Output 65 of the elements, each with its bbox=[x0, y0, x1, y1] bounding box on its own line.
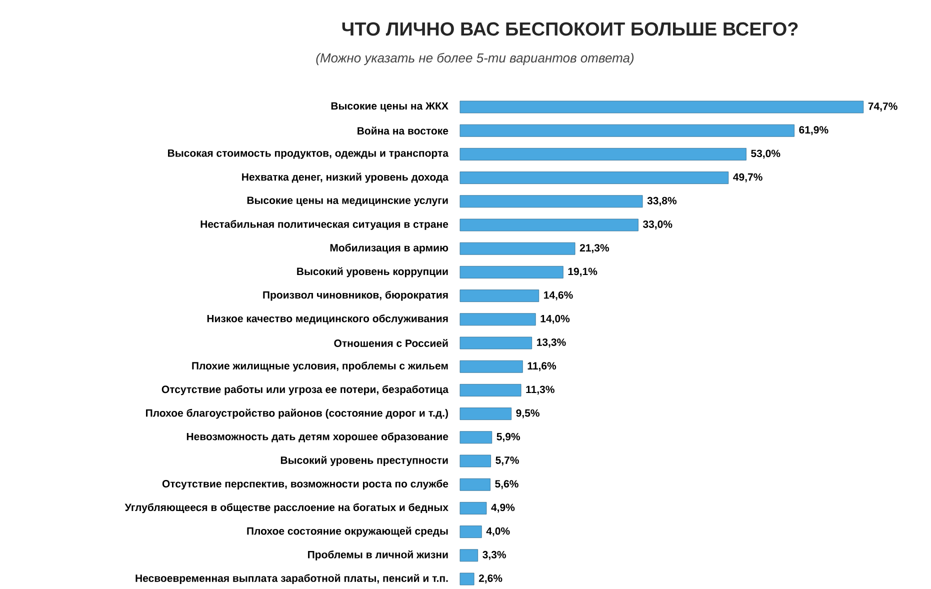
bar bbox=[460, 195, 643, 208]
data-label: 74,7% bbox=[868, 102, 898, 112]
data-label: 11,6% bbox=[528, 362, 556, 372]
data-label: 5,7% bbox=[496, 456, 519, 466]
data-label: 19,1% bbox=[568, 268, 598, 277]
y-tick-label: Отношения с Россией bbox=[334, 339, 448, 347]
bar bbox=[460, 526, 482, 538]
y-tick-label: Высокий уровень коррупции bbox=[297, 267, 448, 278]
y-tick-label: Произвол чиновников, бюрократия bbox=[263, 290, 448, 301]
data-label: 53,0% bbox=[751, 150, 780, 159]
bar bbox=[460, 336, 532, 350]
bar bbox=[460, 124, 794, 137]
data-label: 3,3% bbox=[482, 550, 506, 560]
data-label: 33,0% bbox=[642, 220, 672, 230]
y-tick-label: Низкое качество медицинского обслуживания bbox=[207, 314, 448, 324]
bar bbox=[460, 384, 522, 396]
data-label: 2,6% bbox=[478, 574, 502, 584]
bar bbox=[460, 290, 540, 302]
data-label: 5,9% bbox=[496, 432, 520, 442]
data-label: 14,0% bbox=[540, 314, 570, 324]
y-tick-label: Высокая стоимость продуктов, одежды и транспорта bbox=[168, 150, 449, 159]
bar bbox=[460, 431, 492, 444]
bar bbox=[460, 360, 523, 373]
bar bbox=[460, 549, 478, 562]
bar bbox=[460, 242, 576, 255]
bar bbox=[460, 172, 729, 184]
y-tick-label: Нестабильная политическая ситуация в стране bbox=[200, 220, 448, 230]
bar bbox=[460, 502, 487, 514]
data-label: 61,9% bbox=[799, 126, 828, 136]
bar bbox=[460, 313, 536, 326]
chart-title: ЧТО ЛИЧНО ВАС БЕСПОКОИТ БОЛЬШЕ ВСЕГО? bbox=[342, 22, 798, 36]
data-label: 21,3% bbox=[580, 244, 610, 254]
bar bbox=[460, 454, 491, 468]
bar bbox=[460, 478, 490, 491]
data-label: 9,5% bbox=[516, 409, 540, 418]
y-tick-label: Несвоевременная выплата заработной платы, пенсий и т.п. bbox=[136, 574, 448, 584]
y-tick-label: Плохое благоустройство районов (состояние дорог и т.д.) bbox=[146, 408, 448, 419]
bar bbox=[460, 218, 638, 232]
data-label: 11,3% bbox=[526, 386, 554, 395]
y-tick-label: Мобилизация в армию bbox=[330, 244, 448, 254]
y-tick-label: Высокие цены на ЖКХ bbox=[331, 102, 448, 112]
bar bbox=[460, 148, 746, 160]
bar bbox=[460, 572, 474, 586]
data-label: 14,6% bbox=[544, 291, 573, 300]
y-tick-label: Отсутствие работы или угроза ее потери, безработица bbox=[162, 385, 449, 396]
y-tick-label: Нехватка денег, низкий уровень дохода bbox=[242, 172, 449, 183]
bar bbox=[460, 100, 864, 114]
data-label: 13,3% bbox=[537, 338, 566, 348]
y-tick-label: Высокие цены на медицинские услуги bbox=[247, 196, 448, 206]
y-tick-label: Невозможность дать детям хорошее образование bbox=[186, 432, 448, 442]
y-tick-label: Плохое состояние окружающей среды bbox=[247, 526, 448, 537]
y-tick-label: Проблемы в личной жизни bbox=[308, 550, 448, 560]
bar bbox=[460, 266, 564, 278]
data-label: 4,0% bbox=[486, 527, 510, 536]
data-label: 4,9% bbox=[491, 504, 515, 513]
y-tick-label: Плохие жилищные условия, проблемы с жильем bbox=[192, 362, 448, 372]
chart-subtitle: (Можно указать не более 5-ти вариантов ответа) bbox=[316, 52, 634, 66]
data-label: 5,6% bbox=[495, 480, 518, 490]
y-tick-label: Углубляющееся в обществе расслоение на богатых и бедных bbox=[124, 503, 448, 514]
y-tick-label: Отсутствие перспектив, возможности роста по службе bbox=[162, 480, 448, 490]
data-label: 49,7% bbox=[733, 173, 762, 182]
data-label: 33,8% bbox=[647, 196, 677, 206]
y-tick-label: Война на востоке bbox=[358, 126, 448, 135]
bar bbox=[460, 408, 512, 420]
y-tick-label: Высокий уровень преступности bbox=[280, 456, 448, 466]
